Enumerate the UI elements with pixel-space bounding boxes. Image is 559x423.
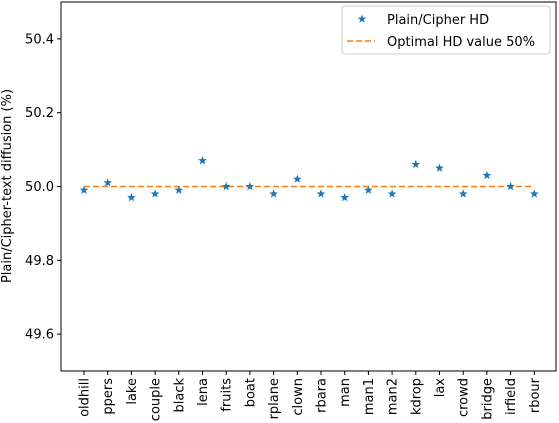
x-tick-label: rplane	[267, 378, 282, 419]
hd-point	[482, 170, 492, 180]
y-axis-label: Plain/Cipher-text diffusion (%)	[0, 89, 15, 283]
hd-points	[79, 156, 539, 202]
y-tick-label: 50.4	[25, 32, 54, 47]
x-tick-label: ppers	[101, 378, 116, 415]
x-tick-label: black	[172, 378, 187, 413]
hd-point	[364, 185, 373, 194]
hd-point	[174, 185, 184, 194]
x-tick-label: couple	[149, 378, 164, 421]
legend-label-optimal: Optimal HD value 50%	[387, 35, 535, 50]
legend-label-hd: Plain/Cipher HD	[387, 13, 489, 28]
hd-point	[458, 189, 468, 198]
y-tick-label: 50.2	[25, 106, 54, 121]
x-tick-label: lake	[125, 378, 140, 405]
hd-point	[435, 163, 444, 172]
x-tick-label: bridge	[480, 378, 495, 420]
x-tick-label: lena	[196, 378, 211, 406]
x-tick-label: rbara	[315, 378, 330, 413]
x-tick-label: irfield	[504, 378, 519, 415]
legend: Plain/Cipher HD Optimal HD value 50%	[341, 5, 551, 55]
hd-point	[150, 189, 160, 198]
hd-point	[506, 181, 515, 191]
hd-point	[127, 192, 136, 202]
x-tick-label: man2	[386, 378, 401, 415]
y-tick-label: 50.0	[25, 180, 54, 195]
x-tick-label: boat	[243, 378, 258, 407]
x-tick-label: oldhill	[78, 378, 93, 417]
x-tick-label: man	[338, 378, 353, 407]
hd-point	[221, 181, 231, 191]
x-tick-label: clown	[291, 378, 306, 416]
hd-point	[316, 189, 326, 198]
y-tick-label: 49.8	[25, 254, 54, 269]
hd-point	[245, 181, 255, 191]
hd-point	[79, 185, 89, 194]
hd-point	[340, 192, 350, 202]
x-tick-label: fruits	[220, 378, 235, 412]
hd-point	[103, 178, 113, 187]
hd-point	[269, 189, 278, 198]
hd-point	[292, 174, 302, 183]
hd-point	[411, 159, 421, 169]
x-axis: oldhill ppers lake couple black lena fruits boa…	[78, 371, 543, 421]
hd-point	[198, 156, 207, 165]
y-axis: 49.6 49.8 50.0 50.2 50.4	[25, 32, 61, 343]
hd-point	[387, 189, 397, 198]
y-tick-label: 49.6	[25, 328, 54, 343]
hd-point	[529, 189, 539, 198]
x-tick-label: lax	[433, 378, 448, 398]
x-tick-label: man1	[362, 378, 377, 415]
legend-star-icon	[357, 14, 367, 23]
x-tick-label: rbour	[528, 377, 543, 413]
x-tick-label: kdrop	[409, 378, 424, 415]
x-tick-label: crowd	[457, 378, 472, 417]
